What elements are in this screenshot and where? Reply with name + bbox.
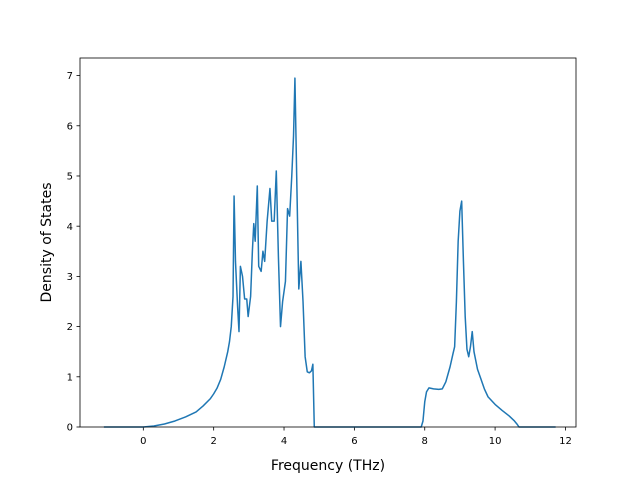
y-tick-label: 3 <box>67 272 73 283</box>
y-tick-label: 2 <box>67 322 73 333</box>
x-tick-label: 8 <box>422 436 428 447</box>
y-tick-label: 4 <box>67 222 73 233</box>
y-axis-ticks: 0 1 2 3 4 5 6 7 <box>67 71 80 434</box>
x-axis-label: Frequency (THz) <box>271 458 385 474</box>
x-tick-label: 12 <box>559 436 572 447</box>
y-tick-label: 0 <box>67 423 73 434</box>
x-tick-label: 4 <box>281 436 287 447</box>
x-tick-label: 0 <box>140 436 146 447</box>
x-axis-ticks: 0 2 4 6 8 10 12 <box>140 427 572 447</box>
dos-series-line <box>103 77 556 428</box>
y-axis-label: Density of States <box>39 183 55 303</box>
y-tick-label: 1 <box>67 372 73 383</box>
x-tick-label: 2 <box>210 436 216 447</box>
plot-frame <box>79 57 577 428</box>
y-tick-label: 5 <box>67 172 73 183</box>
x-tick-label: 6 <box>351 436 357 447</box>
x-tick-label: 10 <box>489 436 502 447</box>
y-tick-label: 6 <box>67 121 73 132</box>
y-tick-label: 7 <box>67 71 73 82</box>
